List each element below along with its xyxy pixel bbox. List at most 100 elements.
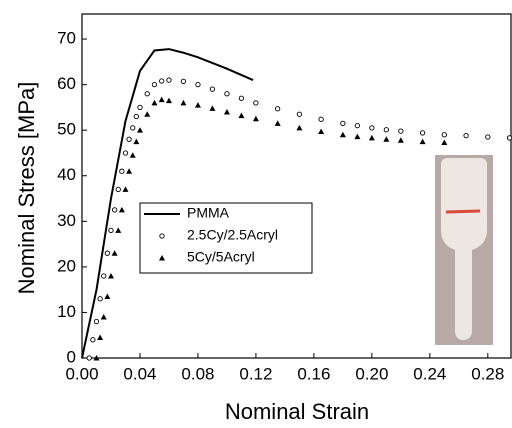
data-point — [369, 125, 375, 131]
data-point — [144, 91, 150, 97]
x-tick-label: 0.28 — [471, 364, 504, 383]
photo-specimen — [441, 158, 487, 340]
data-point — [238, 112, 245, 119]
x-axis-label: Nominal Strain — [225, 399, 369, 424]
x-tick-label: 0.04 — [123, 364, 156, 383]
data-point — [506, 135, 512, 141]
data-point — [441, 139, 448, 145]
data-point — [238, 95, 245, 101]
data-point — [354, 133, 361, 140]
data-point — [419, 138, 426, 145]
data-point — [253, 100, 259, 106]
data-point — [97, 334, 104, 340]
data-point — [194, 102, 201, 108]
data-point — [166, 77, 172, 83]
data-point — [296, 111, 303, 117]
data-point — [126, 168, 133, 174]
data-point — [111, 207, 118, 213]
data-point — [122, 186, 129, 192]
data-point — [339, 131, 346, 138]
legend-marker — [159, 255, 165, 261]
data-point — [93, 355, 100, 361]
data-point — [180, 78, 187, 85]
data-point — [296, 124, 303, 131]
data-point — [158, 96, 165, 103]
y-tick-label: 30 — [57, 211, 76, 230]
y-tick-label: 50 — [57, 120, 76, 139]
y-tick-label: 70 — [57, 29, 76, 48]
y-tick-label: 20 — [57, 256, 76, 275]
x-tick-label: 0.16 — [297, 364, 330, 383]
data-point — [119, 168, 125, 174]
data-point — [133, 138, 140, 145]
legend-label: 5Cy/5Acryl — [187, 249, 255, 265]
legend: PMMA 2.5Cy/2.5Acryl 5Cy/5Acryl — [139, 202, 313, 274]
data-point — [129, 152, 136, 158]
data-point — [224, 91, 230, 97]
data-point — [383, 127, 390, 133]
data-point — [340, 120, 346, 127]
x-tick-label: 0.12 — [239, 364, 272, 383]
photo-mark — [445, 209, 481, 214]
data-point — [137, 104, 143, 111]
data-point — [441, 132, 447, 138]
data-point — [151, 99, 158, 106]
data-point — [90, 337, 96, 343]
data-point — [209, 86, 216, 92]
x-tick-label: 0.20 — [355, 364, 388, 383]
y-tick-label: 40 — [57, 165, 76, 184]
data-point — [419, 130, 426, 136]
data-point — [383, 136, 390, 142]
data-point — [101, 273, 107, 279]
data-point — [86, 355, 92, 361]
data-point — [115, 227, 122, 233]
y-axis-label: Nominal Stress [MPa] — [14, 82, 39, 295]
data-point — [318, 116, 324, 122]
data-point — [209, 105, 216, 111]
data-point — [133, 113, 139, 120]
data-point — [398, 128, 404, 134]
data-point — [100, 313, 107, 320]
data-point — [151, 81, 158, 88]
data-point — [318, 128, 325, 135]
data-point — [115, 186, 121, 193]
data-point — [275, 106, 281, 112]
x-tick-label: 0.00 — [65, 364, 98, 383]
series-line — [81, 48, 254, 359]
y-tick-label: 0 — [67, 347, 76, 366]
y-tick-label: 10 — [57, 302, 76, 321]
data-point — [130, 125, 136, 131]
data-point — [108, 227, 114, 234]
data-point — [252, 115, 259, 122]
data-point — [195, 81, 201, 88]
data-point — [122, 150, 129, 156]
data-point — [159, 78, 165, 84]
data-point — [111, 250, 118, 256]
legend-marker — [159, 233, 165, 239]
x-tick-label: 0.08 — [181, 364, 214, 383]
data-point — [107, 272, 114, 279]
data-point — [165, 97, 172, 104]
plot-frame — [81, 13, 512, 359]
data-point — [274, 120, 281, 126]
data-point — [223, 108, 230, 115]
data-point — [93, 318, 100, 325]
data-point — [180, 99, 187, 106]
data-point — [144, 111, 151, 117]
y-tick-label: 60 — [57, 74, 76, 93]
data-point — [97, 296, 103, 302]
legend-label: PMMA — [187, 205, 230, 221]
legend-label: 2.5Cy/2.5Acryl — [187, 227, 278, 243]
specimen-photo — [435, 155, 493, 345]
data-point — [126, 136, 132, 142]
data-point — [397, 137, 404, 143]
x-tick-label: 0.24 — [413, 364, 446, 383]
data-point — [485, 134, 491, 140]
data-point — [136, 127, 143, 133]
data-point — [463, 133, 469, 139]
data-point — [354, 122, 361, 129]
data-point — [104, 293, 111, 299]
data-point — [104, 250, 111, 256]
data-point — [118, 206, 125, 213]
